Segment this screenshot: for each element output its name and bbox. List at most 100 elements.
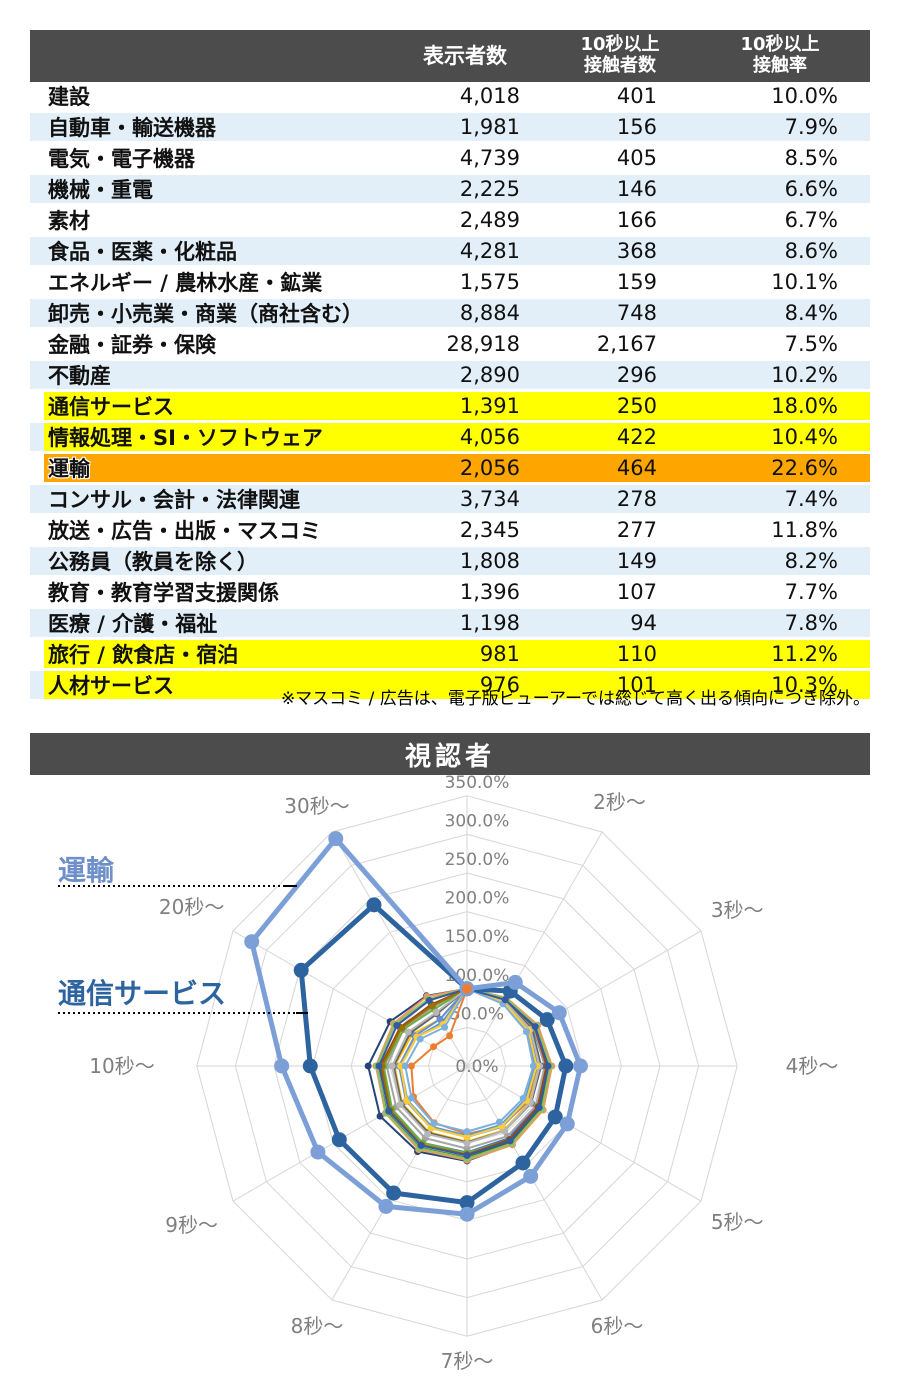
row-contact-rate: 8.5% — [784, 146, 838, 170]
grid-spoke — [466, 1065, 603, 1301]
row-contact-rate: 8.4% — [784, 301, 838, 325]
series-marker — [559, 1116, 575, 1132]
row-industry-label: 食品・医薬・化粧品 — [48, 240, 237, 264]
series-marker — [547, 1109, 563, 1125]
row-shown-count: 4,281 — [459, 239, 520, 263]
axis-label: 10秒〜 — [89, 1054, 154, 1078]
radar-chart: 0.0% 50.0% 100.0% 150.0% 200.0% 250.0% 300.0% 3… — [0, 773, 900, 1390]
row-contact-rate: 6.6% — [784, 177, 838, 201]
row-industry-label: 医療 / 介護・福祉 — [48, 612, 218, 636]
row-contact-count: 146 — [616, 177, 657, 201]
series-marker — [425, 996, 433, 1004]
row-industry-label: 卸売・小売業・商業（商社含む） — [48, 302, 363, 326]
series-marker — [388, 1062, 396, 1070]
series-marker — [463, 1133, 471, 1141]
row-industry-label: コンサル・会計・法律関連 — [48, 488, 300, 512]
series-marker — [495, 1118, 503, 1126]
ring-tick-label: 0.0% — [455, 1057, 498, 1077]
row-industry-label: 金融・証券・保険 — [48, 333, 216, 357]
series-marker — [404, 1028, 412, 1036]
ring-tick-label: 250.0% — [445, 850, 510, 870]
row-industry-label: 自動車・輸送機器 — [48, 116, 216, 140]
row-shown-count: 1,396 — [459, 580, 520, 604]
series-marker — [459, 1195, 475, 1211]
series-marker — [529, 1062, 537, 1070]
row-shown-count: 1,981 — [459, 115, 520, 139]
row-shown-count: 2,489 — [459, 208, 520, 232]
series-marker — [428, 1002, 436, 1010]
axis-label: 9秒〜 — [165, 1213, 218, 1237]
row-contact-count: 464 — [616, 456, 657, 480]
row-contact-rate: 11.8% — [771, 518, 838, 542]
table-row: 食品・医薬・化粧品 4,281 368 8.6% — [30, 237, 870, 268]
row-contact-count: 748 — [616, 301, 657, 325]
table-row: 運輸 2,056 464 22.6% — [30, 454, 870, 485]
series-marker — [430, 1119, 438, 1127]
row-shown-count: 1,808 — [459, 549, 520, 573]
row-industry-label: 通信サービス — [48, 395, 174, 419]
table-row: 建設 4,018 401 10.0% — [30, 82, 870, 113]
series-marker — [515, 1155, 531, 1171]
row-contact-count: 159 — [616, 270, 657, 294]
header-shown-count: 表示者数 — [423, 43, 507, 68]
table-row: 医療 / 介護・福祉 1,198 94 7.8% — [30, 609, 870, 640]
row-shown-count: 4,056 — [459, 425, 520, 449]
row-contact-rate: 10.0% — [771, 84, 838, 108]
row-shown-count: 4,739 — [459, 146, 520, 170]
row-shown-count: 3,734 — [459, 487, 520, 511]
series-marker — [310, 1144, 326, 1160]
axis-label: 6秒〜 — [591, 1314, 644, 1338]
row-contact-rate: 8.2% — [784, 549, 838, 573]
axis-label: 30秒〜 — [284, 794, 349, 818]
row-contact-count: 110 — [616, 642, 657, 666]
row-industry-label: 公務員（教員を除く） — [48, 550, 258, 574]
series-marker — [523, 1168, 539, 1184]
series-marker — [378, 1198, 394, 1214]
row-contact-rate: 8.6% — [784, 239, 838, 263]
series-marker — [244, 934, 260, 950]
table-row: 自動車・輸送機器 1,981 156 7.9% — [30, 113, 870, 144]
series-marker — [519, 1094, 527, 1102]
row-industry-label: 不動産 — [48, 364, 111, 388]
table-row: 通信サービス 1,391 250 18.0% — [30, 392, 870, 423]
row-shown-count: 2,225 — [459, 177, 520, 201]
series-marker — [328, 831, 344, 847]
chart-section-title: 視認者 — [30, 733, 870, 775]
row-contact-count: 149 — [616, 549, 657, 573]
row-industry-label: 運輸 — [48, 457, 90, 481]
industry-table: 表示者数 10秒以上 接触者数 10秒以上 接触率 建設 4,018 401 10.0… — [30, 30, 870, 702]
series-marker — [407, 1062, 415, 1070]
grid-spoke — [466, 930, 702, 1067]
axis-label: 7秒〜 — [441, 1349, 494, 1373]
table-footnote: ※マスコミ / 広告は、電子版ビューアーでは総じて高く出る傾向につき除外。 — [280, 689, 870, 709]
grid-spoke — [232, 930, 468, 1067]
axis-label: 8秒〜 — [291, 1314, 344, 1338]
series-marker — [376, 1112, 384, 1120]
series-marker — [424, 1130, 432, 1138]
axis-label: 5秒〜 — [711, 1210, 764, 1234]
series-marker — [544, 1062, 552, 1070]
ring-tick-label: 200.0% — [445, 889, 510, 909]
header-contact-count: 10秒以上 接触者数 — [580, 34, 660, 76]
series-marker — [375, 1062, 383, 1070]
row-contact-count: 156 — [616, 115, 657, 139]
series-marker — [396, 1101, 404, 1109]
series-marker — [302, 1058, 318, 1074]
table-row: 人材サービス 976 101 10.3% — [30, 671, 870, 702]
series-marker — [523, 1028, 531, 1036]
row-contact-count: 422 — [616, 425, 657, 449]
row-contact-count: 296 — [616, 363, 657, 387]
row-contact-rate: 7.7% — [784, 580, 838, 604]
row-industry-label: 教育・教育学習支援関係 — [48, 581, 279, 605]
grid-spoke — [331, 1065, 468, 1301]
table-row: 不動産 2,890 296 10.2% — [30, 361, 870, 392]
row-contact-rate: 7.4% — [784, 487, 838, 511]
row-contact-rate: 7.9% — [784, 115, 838, 139]
table-row: 素材 2,489 166 6.7% — [30, 206, 870, 237]
grid-spoke — [466, 1065, 702, 1202]
series-marker — [386, 1185, 402, 1201]
series-marker — [408, 1094, 416, 1102]
row-contact-count: 278 — [616, 487, 657, 511]
series-callout-label: 運輸 — [58, 854, 115, 887]
